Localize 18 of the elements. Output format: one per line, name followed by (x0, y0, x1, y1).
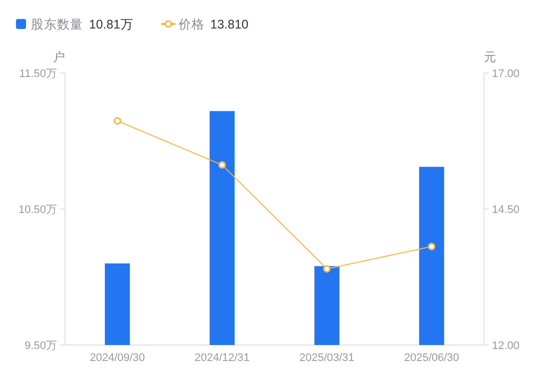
y2-tick-label: 12.00 (492, 340, 520, 352)
point (323, 265, 331, 273)
point (428, 242, 436, 250)
legend-label: 价格 (177, 18, 204, 32)
x-tick-label: 2025/06/30 (404, 352, 460, 364)
y-tick-label: 9.50万 (24, 340, 57, 352)
x-tick-label: 2025/03/31 (299, 352, 354, 364)
point (218, 161, 226, 169)
y-tick-label: 10.50万 (18, 204, 57, 216)
y2-axis-title: 元 (484, 50, 496, 64)
legend-label: 股东数量 (31, 18, 83, 32)
point (114, 117, 122, 125)
y-axis-title: 户 (53, 50, 65, 64)
y2-tick-label: 17.00 (492, 68, 520, 80)
x-tick-label: 2024/09/30 (90, 352, 145, 364)
y-tick-label: 11.50万 (19, 68, 57, 80)
y2-tick-label: 14.50 (492, 204, 520, 216)
x-tick-label: 2024/12/31 (194, 352, 250, 364)
